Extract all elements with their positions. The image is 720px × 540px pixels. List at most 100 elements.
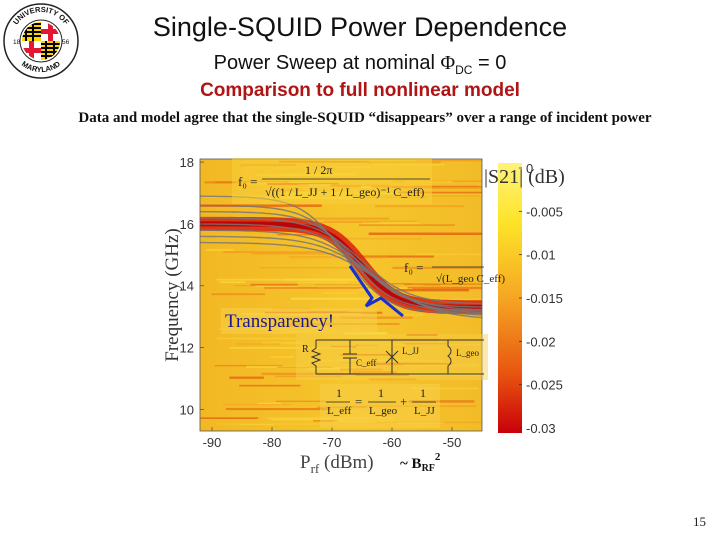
heatmap-noise-stripe bbox=[258, 402, 282, 405]
x-axis-label-rest: (dBm) bbox=[319, 452, 373, 473]
heatmap-noise-stripe bbox=[271, 418, 345, 421]
colorbar-tick-label: -0.025 bbox=[526, 378, 563, 393]
heatmap-noise-stripe bbox=[368, 378, 417, 381]
circuit-capacitor-label: C_eff bbox=[356, 358, 376, 368]
model-curves bbox=[200, 195, 482, 319]
heatmap-noise-stripe bbox=[330, 345, 357, 348]
formula-resonance-full: f₀ = 1 / 2π √((1 / L_JJ + 1 / L_geo)⁻¹ C… bbox=[232, 158, 432, 204]
brf-sup: 2 bbox=[435, 451, 441, 463]
heatmap-noise-stripe bbox=[355, 344, 378, 346]
slide-caption: Data and model agree that the single-SQU… bbox=[78, 110, 652, 126]
heatmap-noise-stripe bbox=[239, 384, 301, 387]
logo-bottom-text: MARYLAND bbox=[20, 59, 62, 74]
heatmap-noise-stripe bbox=[264, 286, 399, 290]
heatmap-noise-stripe bbox=[261, 341, 303, 345]
heatmap-noise-stripe bbox=[372, 363, 453, 365]
subtitle-suffix: = 0 bbox=[472, 52, 507, 74]
heatmap-noise-stripe bbox=[277, 234, 337, 236]
heatmap-noise-stripe bbox=[239, 424, 275, 426]
colorbar bbox=[498, 163, 522, 433]
heatmap-noise-stripe bbox=[336, 237, 422, 240]
model-curve bbox=[200, 235, 482, 316]
colorbar-tick-label: 0 bbox=[526, 161, 533, 176]
subtitle-subscript: DC bbox=[455, 63, 473, 77]
transparency-label: Transparency! bbox=[225, 311, 334, 332]
heatmap-noise-stripe bbox=[409, 387, 479, 390]
page-number: 15 bbox=[693, 514, 706, 529]
phi-symbol: Φ bbox=[440, 52, 456, 74]
heatmap-noise-stripe bbox=[358, 224, 455, 226]
slide-subheading: Comparison to full nonlinear model bbox=[200, 80, 520, 101]
heatmap-noise-stripe bbox=[308, 359, 443, 362]
formula-inductance: 1 L_eff = 1 L_geo + 1 L_JJ bbox=[320, 384, 440, 428]
heatmap-noise-stripe bbox=[286, 217, 389, 220]
brf-prefix: ~ B bbox=[400, 456, 422, 472]
heatmap-noise-stripe bbox=[317, 287, 420, 289]
y-axis-label: Frequency (GHz) bbox=[162, 228, 183, 361]
heatmap-noise-stripe bbox=[259, 267, 351, 269]
heatmap-noise-stripe bbox=[225, 408, 332, 411]
y-tick-label: 16 bbox=[180, 217, 194, 232]
x-axis-ticks: -90 -80 -70 -60 -50 bbox=[203, 427, 461, 450]
heatmap-noise-stripe bbox=[397, 191, 482, 194]
heatmap-noise-stripe bbox=[406, 334, 438, 336]
heatmap-noise-stripe bbox=[229, 376, 264, 379]
heatmap-noise-stripe bbox=[223, 251, 326, 253]
formula1-lhs: f₀ = bbox=[238, 174, 257, 189]
heatmap-noise-stripe bbox=[362, 222, 420, 225]
heatmap-noise-stripe bbox=[296, 286, 363, 288]
rcl-circuit-diagram bbox=[296, 334, 488, 380]
x-tick-label: -90 bbox=[203, 435, 222, 450]
formula2-lhs: f₀ = bbox=[404, 260, 423, 275]
y-tick-label: 14 bbox=[180, 279, 194, 294]
formula1-denominator: √((1 / L_JJ + 1 / L_geo)⁻¹ C_eff) bbox=[265, 185, 424, 199]
logo-year-left: 18 bbox=[13, 39, 21, 46]
heatmap-noise-stripe bbox=[408, 400, 475, 403]
heatmap-noise-stripe bbox=[358, 343, 482, 346]
heatmap-noise-stripe bbox=[229, 347, 353, 349]
formula3-lhs-den: L_eff bbox=[327, 405, 352, 417]
x-axis-label-sub: rf bbox=[311, 461, 320, 476]
colorbar-tick-label: -0.02 bbox=[526, 334, 556, 349]
heatmap-noise-stripe bbox=[401, 314, 424, 316]
heatmap-noise-stripe bbox=[218, 423, 338, 425]
heatmap-noise-stripe bbox=[270, 356, 294, 358]
subtitle-prefix: Power Sweep at nominal bbox=[213, 52, 441, 74]
formula-resonance-geo: f₀ = √(L_geo C_eff) bbox=[404, 260, 505, 285]
heatmap-noise-stripe bbox=[415, 160, 482, 162]
heatmap-noise-stripe bbox=[402, 186, 482, 190]
heatmap-noise-stripe bbox=[344, 255, 434, 258]
x-axis-label-main: P bbox=[300, 452, 311, 473]
circuit-junction-label: L_JJ bbox=[402, 346, 420, 356]
colorbar-tick-label: -0.015 bbox=[526, 291, 563, 306]
x-tick-label: -80 bbox=[263, 435, 282, 450]
brf-sub: RF bbox=[422, 463, 435, 474]
heatmap-noise-stripe bbox=[323, 292, 358, 294]
y-tick-label: 10 bbox=[180, 402, 194, 417]
formula3-t2-num: 1 bbox=[420, 386, 426, 400]
heatmap-noise-stripe bbox=[277, 366, 333, 368]
heatmap-noise-stripe bbox=[275, 400, 326, 402]
formula2-denominator: √(L_geo C_eff) bbox=[436, 273, 505, 285]
colorbar-tick-label: -0.005 bbox=[526, 204, 563, 219]
circuit-inductor-label: L_geo bbox=[456, 348, 479, 358]
heatmap-noise-stripe bbox=[407, 286, 482, 290]
heatmap-noise-stripe bbox=[250, 283, 298, 286]
formula3-plus: + bbox=[400, 394, 407, 409]
model-curve bbox=[200, 241, 482, 319]
heatmap-noise-stripe bbox=[403, 364, 478, 367]
heatmap-noise-stripe bbox=[399, 298, 482, 300]
heatmap-noise-stripe bbox=[200, 417, 259, 419]
heatmap-noise-stripe bbox=[211, 293, 265, 296]
formula3-t1-den: L_geo bbox=[369, 405, 398, 417]
heatmap-noise-stripe bbox=[308, 367, 358, 370]
colorbar-tick-label: -0.01 bbox=[526, 248, 556, 263]
model-curve bbox=[200, 210, 482, 308]
heatmap-noise-stripe bbox=[324, 220, 418, 222]
model-curve bbox=[200, 217, 482, 305]
formula3-t1-num: 1 bbox=[378, 386, 384, 400]
formula3-lhs-num: 1 bbox=[336, 386, 342, 400]
heatmap-noise-stripe bbox=[392, 266, 482, 269]
formula3-t2-den: L_JJ bbox=[414, 405, 436, 417]
maryland-flag-shield bbox=[22, 22, 60, 60]
